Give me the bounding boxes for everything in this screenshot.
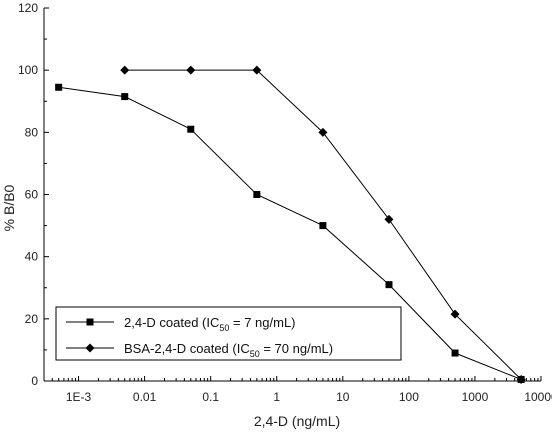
x-tick-label: 1 <box>273 390 280 404</box>
data-point <box>252 65 262 75</box>
y-tick-label: 20 <box>25 312 39 326</box>
x-tick-label: 10 <box>336 390 350 404</box>
legend: 2,4-D coated (IC50 = 7 ng/mL) BSA-2,4-D c… <box>55 306 402 361</box>
legend-box <box>55 306 402 361</box>
data-point <box>318 127 328 137</box>
data-point <box>319 222 327 230</box>
data-point <box>450 309 460 319</box>
series-layer <box>55 65 526 384</box>
series-2 <box>120 65 526 384</box>
data-point <box>121 93 129 101</box>
y-tick-label: 120 <box>18 1 38 15</box>
y-tick-label: 0 <box>31 374 38 388</box>
data-point <box>187 125 195 133</box>
x-tick-label: 10000 <box>524 390 552 404</box>
data-point <box>120 65 130 75</box>
y-tick-label: 40 <box>25 250 39 264</box>
y-axis-title: % B/B0 <box>1 184 17 231</box>
data-point <box>186 65 196 75</box>
y-tick-label: 60 <box>25 188 39 202</box>
axes: 0 20 40 60 80 100 120 1E-3 0.01 0.1 1 10 100 1000 1000… <box>18 1 552 404</box>
x-tick-label: 0.01 <box>133 390 157 404</box>
legend-marker <box>86 318 94 326</box>
series-line <box>58 86 522 380</box>
x-tick-label: 0.1 <box>202 390 219 404</box>
legend-marker <box>85 343 95 353</box>
data-point <box>384 214 394 224</box>
data-point <box>451 349 459 357</box>
data-point <box>385 281 393 289</box>
y-tick-label: 100 <box>18 63 38 77</box>
x-tick-label: 1E-3 <box>66 390 92 404</box>
data-point <box>516 374 526 384</box>
data-point <box>253 191 261 198</box>
legend-label: BSA-2,4-D coated (IC50 = 70 ng/mL) <box>124 341 333 359</box>
data-point <box>55 83 63 91</box>
x-axis-title: 2,4-D (ng/mL) <box>254 413 340 429</box>
y-tick-label: 80 <box>25 125 39 139</box>
x-tick-label: 100 <box>399 390 419 404</box>
x-tick-label: 1000 <box>462 390 489 404</box>
legend-label: 2,4-D coated (IC50 = 7 ng/mL) <box>124 315 296 333</box>
